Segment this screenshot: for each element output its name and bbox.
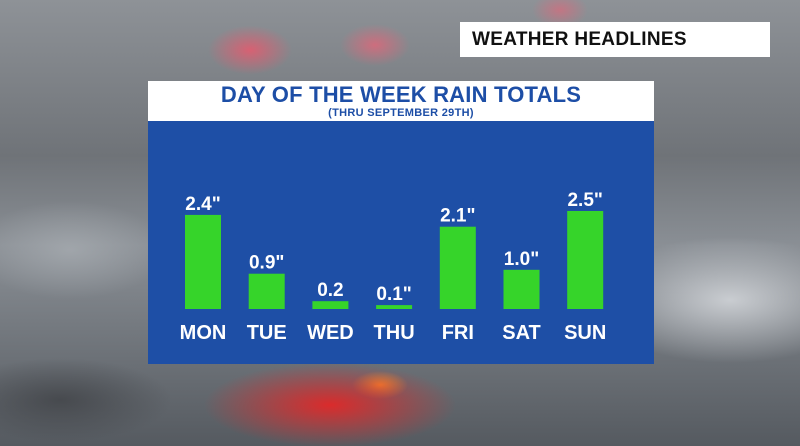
data-label-wed: 0.2 — [317, 280, 343, 301]
data-label-mon: 2.4" — [185, 194, 220, 215]
bar-thu — [376, 305, 413, 309]
day-label-fri: FRI — [442, 322, 474, 344]
data-label-sat: 1.0" — [504, 249, 539, 270]
data-label-thu: 0.1" — [376, 284, 411, 305]
data-label-tue: 0.9" — [249, 253, 284, 274]
bar-wed — [312, 301, 349, 309]
bar-sat — [503, 269, 540, 309]
data-label-sun: 2.5" — [567, 190, 602, 211]
bar-mon — [185, 214, 221, 309]
data-label-fri: 2.1" — [440, 206, 475, 227]
headline-text: WEATHER HEADLINES — [472, 28, 687, 50]
day-label-sun: SUN — [564, 322, 606, 344]
day-label-thu: THU — [374, 322, 415, 344]
weather-headlines-banner: WEATHER HEADLINES — [460, 22, 770, 57]
bar-tue — [248, 273, 285, 309]
rain-totals-panel: DAY OF THE WEEK RAIN TOTALS (THRU SEPTEM… — [148, 81, 654, 364]
day-label-mon: MON — [180, 322, 227, 344]
day-label-wed: WED — [307, 322, 354, 344]
chart-title-box: DAY OF THE WEEK RAIN TOTALS (THRU SEPTEM… — [148, 81, 654, 121]
rain-bar-chart: 2.4" MON 0.9" TUE 0.2 WED 0.1" THU 2.1" FRI 1.0" SA… — [180, 190, 607, 344]
chart-title: DAY OF THE WEEK RAIN TOTALS — [220, 82, 582, 107]
day-label-tue: TUE — [247, 322, 287, 344]
bar-sun — [567, 211, 604, 309]
bar-fri — [439, 226, 476, 309]
day-label-sat: SAT — [502, 322, 541, 344]
chart-subtitle: (THRU SEPTEMBER 29TH) — [328, 107, 474, 119]
